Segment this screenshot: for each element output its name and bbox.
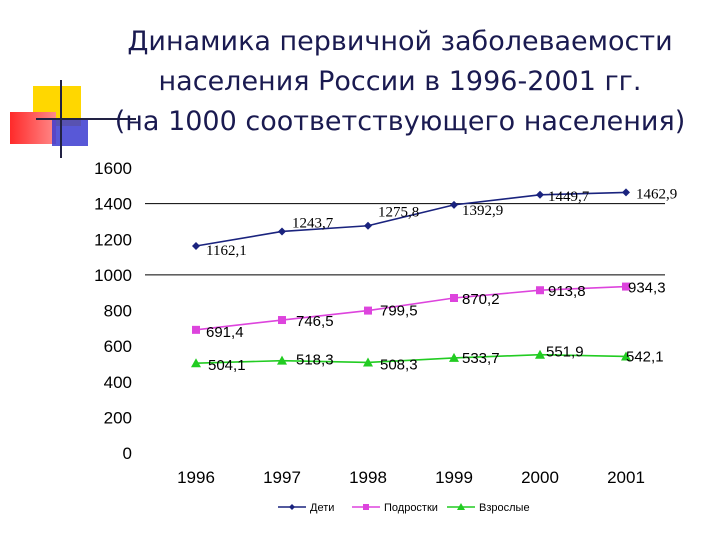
- data-label: 934,3: [628, 280, 666, 297]
- point-marker: [364, 221, 372, 230]
- legend-label: Взрослые: [479, 502, 530, 514]
- point-marker: [278, 227, 286, 236]
- x-tick-label-1996: 1996: [177, 468, 215, 487]
- y-tick-label: 1400: [94, 195, 132, 214]
- point-marker: [364, 306, 372, 315]
- point-marker: [536, 286, 544, 295]
- point-marker: [278, 316, 286, 325]
- deco-red-square: [10, 112, 56, 144]
- point-marker: [622, 282, 630, 291]
- point-marker: [535, 349, 545, 359]
- y-tick-label: 1200: [94, 230, 132, 249]
- point-marker: [191, 358, 201, 368]
- y-tick-label: 200: [104, 408, 132, 427]
- data-label: 799,5: [380, 303, 418, 320]
- data-label: 551,9: [546, 344, 584, 361]
- legend-marker: [457, 503, 465, 510]
- legend-marker: [289, 504, 295, 510]
- point-marker: [277, 355, 287, 365]
- title-line-2: населения России в 1996-2001 гг.: [158, 66, 642, 97]
- y-tick-label: 1000: [94, 266, 132, 285]
- legend-marker: [363, 504, 369, 510]
- deco-blue-square: [52, 118, 88, 146]
- point-marker: [450, 200, 458, 209]
- data-label: 870,2: [462, 291, 500, 308]
- y-tick-label: 0: [123, 444, 132, 463]
- x-tick-label-1997: 1997: [263, 468, 301, 487]
- data-label: 518,3: [296, 352, 334, 369]
- y-tick-label: 800: [104, 302, 132, 321]
- legend-label: Дети: [310, 502, 334, 514]
- data-label: 533,7: [462, 350, 500, 367]
- data-label: 1243,7: [292, 215, 334, 231]
- data-label: 913,8: [548, 283, 586, 300]
- title-line-3: (на 1000 соответствующего населения): [114, 106, 686, 137]
- point-marker: [450, 293, 458, 302]
- point-marker: [363, 357, 373, 367]
- y-tick-label: 1600: [94, 159, 132, 178]
- title-line-1: Динамика первичной заболеваемости: [127, 26, 673, 57]
- x-tick-label-2000: 2000: [521, 468, 559, 487]
- x-tick-label-1998: 1998: [349, 468, 387, 487]
- x-tick-label-2001: 2001: [607, 468, 645, 487]
- x-tick-label-1999: 1999: [435, 468, 473, 487]
- data-label: 542,1: [626, 348, 664, 365]
- y-tick-label: 600: [104, 337, 132, 356]
- series-line-Взрослые: [195, 353, 627, 365]
- legend-label: Подростки: [384, 502, 438, 514]
- y-tick-label: 400: [104, 373, 132, 392]
- data-label: 1462,9: [636, 186, 677, 202]
- data-label: 746,5: [296, 313, 334, 330]
- point-marker: [449, 352, 459, 362]
- data-label: 1275,8: [378, 205, 419, 221]
- chart-title: Динамика первичной заболеваемости населе…: [100, 22, 700, 142]
- data-label: 1162,1: [206, 243, 247, 259]
- data-label: 1449,7: [548, 189, 590, 205]
- point-marker: [622, 188, 630, 197]
- point-marker: [621, 351, 631, 361]
- data-label: 691,4: [206, 324, 244, 341]
- point-marker: [536, 190, 544, 199]
- deco-horizontal-line: [36, 118, 136, 120]
- series-line-Дети: [195, 191, 627, 247]
- series-line-Подростки: [195, 285, 627, 331]
- data-label: 1392,9: [462, 203, 503, 219]
- data-label: 508,3: [380, 356, 418, 373]
- point-marker: [192, 325, 200, 334]
- data-label: 504,1: [208, 357, 246, 374]
- point-marker: [192, 242, 200, 251]
